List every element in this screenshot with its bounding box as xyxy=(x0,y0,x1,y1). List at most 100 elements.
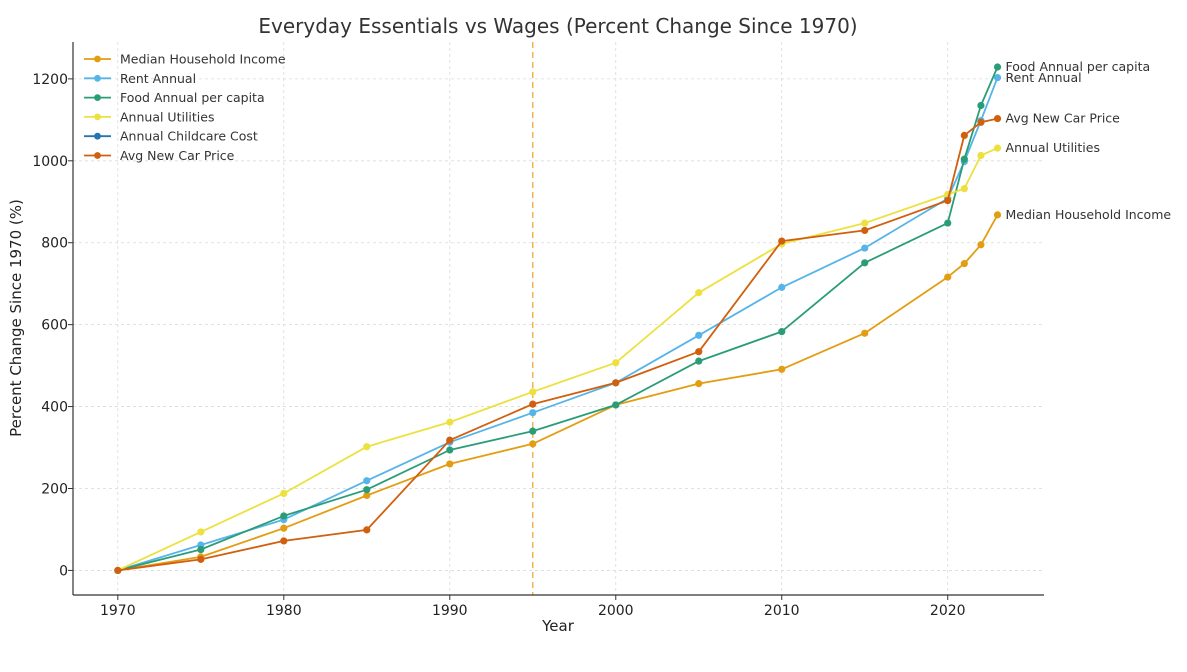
data-point xyxy=(280,537,288,545)
gridlines xyxy=(73,42,1044,595)
data-point xyxy=(695,289,703,297)
legend-marker xyxy=(94,132,101,140)
data-point xyxy=(778,365,786,373)
legend-item-rent-annual: Rent Annual xyxy=(84,71,196,86)
data-point xyxy=(280,489,288,498)
legend-marker xyxy=(94,94,101,101)
data-point xyxy=(612,379,620,387)
data-point xyxy=(363,477,371,485)
data-point xyxy=(529,409,537,417)
data-point xyxy=(778,283,786,291)
x-tick-label: 2020 xyxy=(930,603,966,619)
legend-marker xyxy=(94,152,101,159)
data-point xyxy=(960,185,968,193)
end-label-avg-new-car-price: Avg New Car Price xyxy=(1006,111,1121,126)
data-point xyxy=(695,357,703,365)
series-line-avg-new-car-price xyxy=(117,117,998,572)
series-line-food-annual-per-capita xyxy=(117,66,999,572)
end-label-annual-utilities: Annual Utilities xyxy=(1006,140,1100,155)
legend-label: Annual Childcare Cost xyxy=(120,129,258,144)
data-point xyxy=(197,545,205,554)
data-point xyxy=(778,237,786,245)
legend-label: Food Annual per capita xyxy=(120,90,265,105)
data-point xyxy=(363,486,371,494)
y-tick-label: 600 xyxy=(41,318,68,334)
data-point xyxy=(993,115,1002,123)
series-line-median-household-income xyxy=(117,214,999,572)
end-label-median-household-income: Median Household Income xyxy=(1006,207,1172,222)
data-point xyxy=(861,226,869,235)
data-point xyxy=(960,260,968,268)
data-point xyxy=(695,331,703,339)
data-point xyxy=(861,219,869,227)
x-tick-label: 1980 xyxy=(266,603,302,619)
data-point xyxy=(977,241,985,249)
data-point xyxy=(612,359,620,367)
x-axis-title: Year xyxy=(541,617,575,635)
data-point xyxy=(446,418,454,426)
data-point xyxy=(197,555,205,563)
y-tick-label: 1000 xyxy=(32,154,68,170)
legend-item-annual-utilities: Annual Utilities xyxy=(84,109,214,124)
data-point xyxy=(529,388,537,396)
x-tick-label: 2000 xyxy=(598,603,634,619)
legend-label: Annual Utilities xyxy=(120,109,214,124)
data-point xyxy=(977,118,985,126)
data-point xyxy=(197,528,205,536)
y-tick-label: 0 xyxy=(59,563,68,579)
legend-label: Avg New Car Price xyxy=(120,148,235,163)
data-point xyxy=(612,401,620,409)
data-point xyxy=(280,512,288,520)
data-point xyxy=(446,436,454,444)
data-point xyxy=(977,101,985,110)
data-point xyxy=(446,460,454,468)
end-label-rent-annual: Rent Annual xyxy=(1006,70,1082,85)
y-tick-label: 800 xyxy=(41,236,68,252)
data-point xyxy=(529,427,537,435)
legend-marker xyxy=(94,55,101,63)
series-line-annual-utilities xyxy=(117,147,998,572)
legend-item-avg-new-car-price: Avg New Car Price xyxy=(84,148,235,163)
data-point xyxy=(529,440,537,448)
legend-marker xyxy=(94,113,101,121)
series-rent-annual xyxy=(114,74,1002,575)
data-point xyxy=(993,74,1002,82)
data-point xyxy=(944,219,952,227)
series-line-rent-annual xyxy=(117,77,999,572)
data-point xyxy=(861,329,869,337)
series-layer xyxy=(114,63,1002,575)
data-point xyxy=(529,400,537,408)
data-point xyxy=(778,328,786,336)
data-point xyxy=(960,131,968,139)
data-point xyxy=(993,144,1002,152)
chart-title: Everyday Essentials vs Wages (Percent Ch… xyxy=(258,14,857,38)
series-avg-new-car-price xyxy=(114,115,1002,575)
data-point xyxy=(993,63,1002,71)
data-point xyxy=(944,196,952,205)
data-point xyxy=(363,443,371,451)
data-point xyxy=(861,259,869,267)
x-tick-label: 2010 xyxy=(764,603,800,619)
data-point xyxy=(280,524,288,532)
legend-marker xyxy=(94,74,101,82)
series-annual-utilities xyxy=(114,144,1002,575)
legend: Median Household Income Rent Annual Food A… xyxy=(84,52,286,163)
data-point xyxy=(861,244,869,252)
y-tick-label: 1200 xyxy=(32,72,68,88)
legend-label: Median Household Income xyxy=(120,52,286,67)
legend-item-food-annual-per-capita: Food Annual per capita xyxy=(84,90,265,105)
legend-item-median-household-income: Median Household Income xyxy=(84,52,286,67)
x-ticks: 1970 1980 1990 2000 2010 2020 xyxy=(100,595,966,619)
y-tick-label: 200 xyxy=(41,481,68,497)
end-label-food-annual-per-capita: Food Annual per capita xyxy=(1006,59,1151,74)
x-tick-label: 1990 xyxy=(432,603,468,619)
series-median-household-income xyxy=(114,211,1002,575)
data-point xyxy=(993,211,1002,219)
data-point xyxy=(695,380,703,388)
data-point xyxy=(363,491,371,500)
data-point xyxy=(446,446,454,454)
data-point xyxy=(944,273,952,281)
data-point xyxy=(363,526,371,534)
data-point xyxy=(977,151,985,160)
